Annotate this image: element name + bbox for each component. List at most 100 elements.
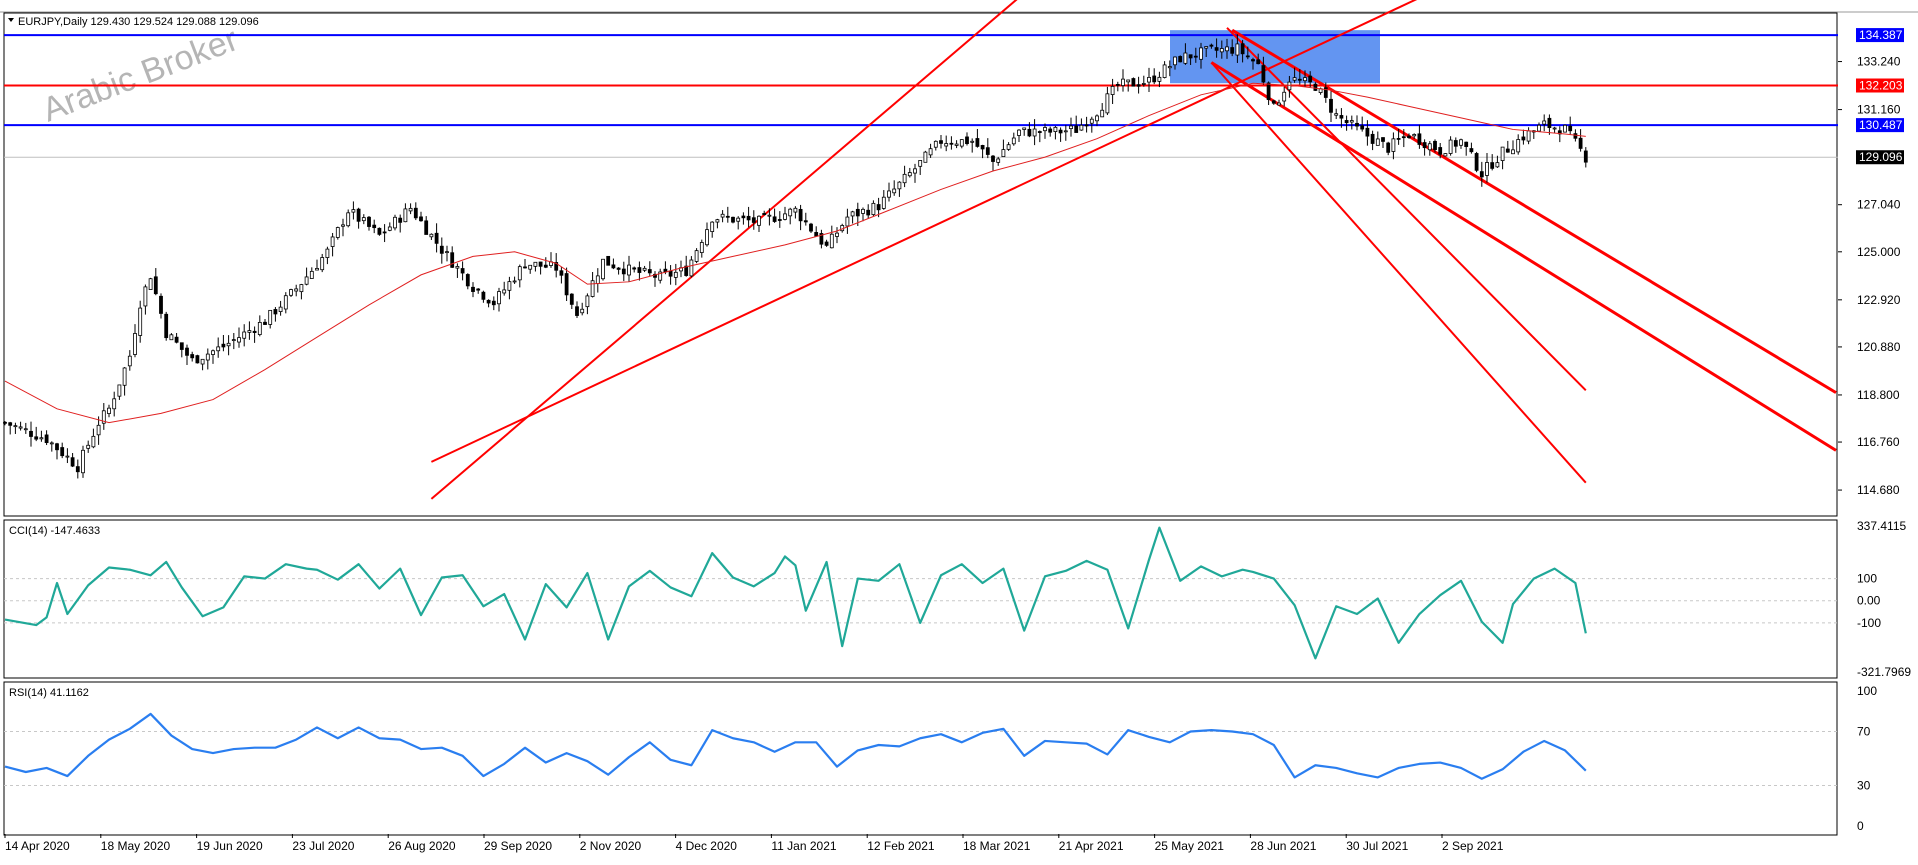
candle-body (517, 266, 522, 281)
candle-body (1485, 162, 1489, 176)
candle-body (252, 330, 257, 333)
time-tick-label: 4 Dec 2020 (676, 839, 738, 853)
candle-body (65, 455, 70, 458)
candle-body (273, 309, 278, 315)
candle-body (933, 140, 938, 148)
candle-body (970, 140, 975, 143)
candle-body (725, 215, 730, 218)
candle-body (29, 430, 33, 437)
candle-body (1407, 135, 1411, 139)
collapse-triangle-icon[interactable] (8, 18, 14, 22)
candle-body (8, 422, 13, 426)
candle-body (429, 233, 434, 238)
candle-body (944, 143, 949, 147)
candle-body (1063, 130, 1068, 133)
price-tick-label: 133.240 (1857, 55, 1901, 69)
candle-body (127, 355, 132, 367)
candle-body (1167, 66, 1172, 69)
candle-body (1089, 118, 1094, 124)
candle-body (330, 236, 335, 247)
candle-body (1277, 102, 1281, 106)
candle-body (1552, 127, 1557, 130)
candle-body (699, 242, 704, 253)
candle-body (242, 331, 247, 339)
candle-body (1511, 149, 1515, 155)
candle-body (13, 425, 18, 428)
candle-body (1219, 48, 1224, 53)
candle-body (471, 286, 475, 292)
candle-body (658, 271, 663, 281)
candle-body (419, 216, 423, 222)
candle-body (819, 233, 824, 245)
candle-body (1032, 128, 1037, 137)
candle-body (913, 168, 917, 174)
candle-body (491, 300, 496, 306)
price-tick-label: 114.680 (1857, 483, 1900, 497)
candle-body (1573, 133, 1578, 139)
candle-body (1017, 129, 1021, 136)
candle-body (486, 299, 491, 304)
candle-body (450, 252, 455, 268)
candle-body (564, 273, 569, 296)
candle-body (445, 251, 449, 254)
candle-body (1386, 142, 1391, 153)
cci-tick-label: 100 (1857, 572, 1877, 586)
price-tag-label: 129.096 (1859, 150, 1903, 164)
candle-body (23, 428, 28, 431)
candle-body (554, 262, 559, 271)
candle-body (627, 264, 631, 276)
candle-body (153, 276, 158, 295)
candle-body (1583, 150, 1588, 163)
candle-body (502, 289, 507, 294)
candle-body (1147, 76, 1151, 83)
candle-body (169, 334, 174, 341)
candle-body (211, 350, 215, 355)
time-tick-label: 11 Jan 2021 (771, 839, 836, 853)
candle-body (1095, 115, 1099, 122)
candle-body (117, 384, 122, 397)
candle-body (1547, 117, 1552, 128)
time-tick-label: 23 Jul 2020 (292, 839, 354, 853)
candle-body (876, 204, 881, 211)
candle-body (809, 223, 813, 232)
candle-body (1448, 139, 1453, 154)
candle-body (101, 410, 106, 424)
candle-body (512, 280, 517, 283)
candle-body (476, 288, 481, 291)
time-tick-label: 26 Aug 2020 (388, 839, 456, 853)
time-tick-label: 29 Sep 2020 (484, 839, 552, 853)
time-tick-label: 18 Mar 2021 (963, 839, 1031, 853)
price-tag-box (1856, 28, 1904, 43)
candle-body (81, 449, 85, 474)
candle-body (720, 213, 725, 218)
price-tick-label: 127.040 (1857, 198, 1901, 212)
cci-line (4, 526, 1587, 660)
time-tick-label: 21 Apr 2021 (1059, 839, 1124, 853)
candle-body (861, 208, 865, 214)
candle-body (637, 267, 642, 273)
price-tick-label: 131.160 (1857, 103, 1901, 117)
candle-body (829, 233, 834, 249)
candle-body (928, 148, 933, 156)
candle-body (148, 278, 153, 290)
candle-body (497, 291, 501, 305)
price-tick-label: 116.760 (1857, 435, 1900, 449)
candle-body (455, 266, 460, 269)
candle-body (356, 208, 361, 222)
candle-body (710, 221, 715, 232)
candle-body (746, 215, 751, 221)
candle-body (923, 151, 928, 163)
candle-body (918, 160, 923, 167)
candle-body (902, 173, 907, 184)
candle-body (143, 286, 148, 307)
candle-body (346, 212, 351, 227)
time-tick-label: 18 May 2020 (101, 839, 171, 853)
candle-body (1115, 84, 1120, 86)
rsi-line (4, 712, 1587, 780)
candle-body (216, 346, 221, 352)
candle-body (1490, 162, 1495, 169)
candle-body (309, 270, 314, 279)
candle-body (507, 281, 512, 291)
